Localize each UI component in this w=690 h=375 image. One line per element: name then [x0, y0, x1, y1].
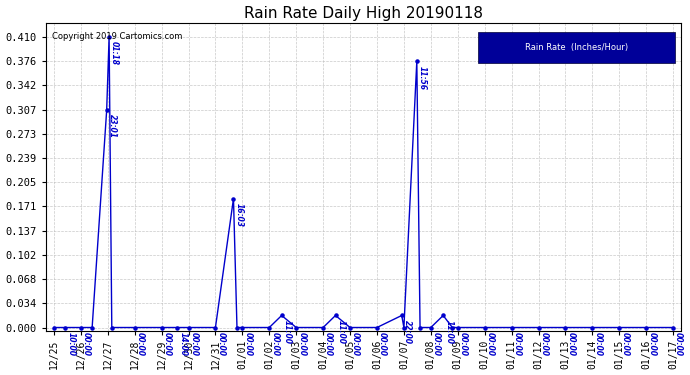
Point	[172, 324, 183, 330]
Point	[156, 324, 167, 330]
Point	[452, 324, 463, 330]
Point	[560, 324, 571, 330]
Text: 00:00: 00:00	[459, 332, 468, 356]
Point	[668, 324, 679, 330]
Point	[129, 324, 140, 330]
Text: 00:00: 00:00	[217, 332, 226, 356]
Point	[447, 324, 458, 330]
Text: 23:01: 23:01	[108, 114, 117, 138]
Text: 00:00: 00:00	[190, 332, 199, 356]
Point	[231, 324, 242, 330]
Point	[613, 324, 624, 330]
Text: 00:00: 00:00	[297, 332, 306, 356]
Point	[87, 324, 98, 330]
Text: 14:00: 14:00	[178, 332, 187, 356]
Point	[425, 324, 436, 330]
Text: 00:00: 00:00	[513, 332, 522, 356]
Text: 00:00: 00:00	[486, 332, 495, 356]
Point	[264, 324, 275, 330]
Text: 00:00: 00:00	[432, 332, 441, 356]
Point	[398, 324, 409, 330]
Point	[371, 324, 382, 330]
Point	[106, 324, 117, 330]
Text: 00:00: 00:00	[324, 332, 333, 356]
Point	[396, 312, 407, 318]
Text: 00:00: 00:00	[136, 332, 145, 356]
Text: Rain Rate  (Inches/Hour): Rain Rate (Inches/Hour)	[525, 43, 628, 52]
Text: 00:00: 00:00	[566, 332, 575, 356]
Text: 16:03: 16:03	[235, 203, 244, 227]
Text: 00:00: 00:00	[620, 332, 629, 356]
Text: 11:56: 11:56	[418, 66, 427, 90]
Point	[183, 324, 194, 330]
Text: 00:00: 00:00	[244, 332, 253, 356]
Text: 00:00: 00:00	[593, 332, 602, 356]
Text: 10:00: 10:00	[66, 332, 75, 356]
Point	[48, 324, 59, 330]
Text: 00:00: 00:00	[270, 332, 279, 356]
Point	[641, 324, 652, 330]
Point	[533, 324, 544, 330]
Text: 00:00: 00:00	[647, 332, 656, 356]
Text: Copyright 2019 Cartomics.com: Copyright 2019 Cartomics.com	[52, 32, 183, 41]
Point	[479, 324, 490, 330]
Point	[317, 324, 328, 330]
Point	[101, 107, 112, 113]
Text: 01:18: 01:18	[110, 41, 119, 65]
Point	[506, 324, 517, 330]
Point	[344, 324, 355, 330]
Text: 11:00: 11:00	[444, 320, 453, 344]
Point	[415, 324, 426, 330]
Text: 22:00: 22:00	[403, 320, 412, 344]
Point	[290, 324, 302, 330]
Point	[237, 324, 248, 330]
Point	[104, 34, 115, 40]
Point	[228, 196, 239, 202]
Point	[276, 312, 287, 318]
Text: 00:00: 00:00	[163, 332, 172, 356]
Text: 11:00: 11:00	[283, 320, 292, 344]
Point	[586, 324, 598, 330]
Point	[210, 324, 221, 330]
Point	[411, 58, 422, 64]
Text: 00:00: 00:00	[674, 332, 683, 356]
Point	[330, 312, 341, 318]
FancyBboxPatch shape	[478, 32, 675, 63]
Point	[75, 324, 86, 330]
Point	[60, 324, 71, 330]
Text: 00:00: 00:00	[82, 332, 91, 356]
Point	[437, 312, 448, 318]
Text: 00:00: 00:00	[351, 332, 360, 356]
Text: 00:00: 00:00	[378, 332, 387, 356]
Text: 11:00: 11:00	[337, 320, 346, 344]
Text: 00:00: 00:00	[540, 332, 549, 356]
Title: Rain Rate Daily High 20190118: Rain Rate Daily High 20190118	[244, 6, 483, 21]
